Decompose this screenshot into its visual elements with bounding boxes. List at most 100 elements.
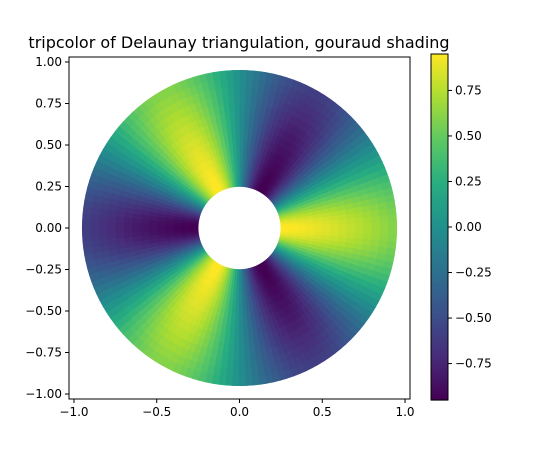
mesh-cell xyxy=(239,152,244,162)
colorbar-ticks: 0.75 0.50 0.25 0.00 −0.25 −0.50 −0.75 xyxy=(448,83,492,371)
colorbar-strip xyxy=(431,267,448,271)
colorbar-strip xyxy=(431,183,448,188)
chart-title: tripcolor of Delaunay triangulation, gou… xyxy=(28,33,449,52)
mesh-cell xyxy=(362,233,373,240)
colorbar-strip xyxy=(431,62,448,67)
mesh-cell xyxy=(329,231,340,238)
mesh-cell xyxy=(234,128,240,138)
colorbar-strip xyxy=(431,117,448,121)
colorbar-strip xyxy=(431,276,448,280)
colorbar-strip xyxy=(431,140,448,144)
mesh-cell xyxy=(229,326,236,337)
mesh-cell xyxy=(189,225,199,229)
mesh-cell xyxy=(244,103,251,113)
mesh-cell xyxy=(123,222,133,229)
colorbar-strip xyxy=(431,195,448,199)
mesh-cell xyxy=(239,352,246,362)
colorbar-strip xyxy=(431,192,448,196)
colorbar-strip xyxy=(431,175,448,179)
mesh-cell xyxy=(362,238,372,246)
colorbar-strip xyxy=(431,163,448,168)
mesh-cell xyxy=(98,227,108,235)
mesh-cell xyxy=(330,223,340,229)
mesh-cell xyxy=(164,224,174,229)
mesh-cell xyxy=(354,222,364,229)
mesh-cell xyxy=(239,119,245,129)
mesh-cell xyxy=(139,218,150,225)
mesh-cell xyxy=(239,335,245,345)
mesh-cell xyxy=(233,86,240,96)
colorbar-strip xyxy=(431,56,448,61)
colorbar-strip xyxy=(431,152,448,156)
mesh-cell xyxy=(131,218,141,224)
mesh-cell xyxy=(239,128,245,138)
mesh-cell xyxy=(234,318,240,328)
mesh-cell xyxy=(245,368,253,378)
colorbar-strip xyxy=(431,281,448,286)
colorbar-strip xyxy=(431,371,448,375)
mesh-cell xyxy=(250,87,259,97)
colorbar-strip xyxy=(431,123,448,127)
y-tick-label: 0.75 xyxy=(35,96,62,110)
mesh-cell xyxy=(106,233,117,240)
mesh-cell xyxy=(362,216,373,223)
x-tick-label: 0.0 xyxy=(230,405,249,419)
mesh-cell xyxy=(244,94,252,105)
colorbar-strip xyxy=(431,252,448,257)
mesh-cell xyxy=(243,128,249,138)
colorbar-strip xyxy=(431,241,448,245)
colorbar-strip xyxy=(431,368,448,372)
mesh-cell xyxy=(235,302,240,312)
mesh-cell xyxy=(226,368,234,378)
mesh-cell xyxy=(354,227,364,234)
mesh-cell xyxy=(239,368,247,378)
mesh-cell xyxy=(354,237,364,245)
mesh-cell xyxy=(239,111,245,121)
mesh-cell xyxy=(386,240,397,249)
colorbar-strip xyxy=(431,307,448,312)
mesh-cell xyxy=(237,269,240,279)
colorbar-strip xyxy=(431,85,448,90)
colorbar-strip xyxy=(431,345,448,349)
colorbar-strip xyxy=(431,74,448,78)
colorbar-strip xyxy=(431,348,448,352)
mesh-cell xyxy=(234,119,240,129)
colorbar-strip xyxy=(431,359,448,364)
mesh-cell xyxy=(123,227,133,234)
colorbar-strip xyxy=(431,382,448,387)
colorbar-strip xyxy=(431,235,448,240)
mesh-cell xyxy=(181,225,191,229)
mesh-cell xyxy=(252,70,261,81)
colorbar-strip xyxy=(431,71,448,75)
colorbar-strip xyxy=(431,172,448,176)
mesh-cell xyxy=(379,214,389,223)
colorbar-strip xyxy=(431,79,448,84)
triangulation-mesh xyxy=(81,69,398,387)
colorbar-strip xyxy=(431,65,448,70)
mesh-cell xyxy=(233,103,240,113)
mesh-cell xyxy=(232,376,240,387)
mesh-cell xyxy=(330,227,340,233)
mesh-cell xyxy=(90,208,101,217)
colorbar-tick-label: 0.50 xyxy=(455,129,482,143)
mesh-cell xyxy=(239,94,246,104)
colorbar-tick-label: −0.50 xyxy=(455,311,492,325)
mesh-cell xyxy=(148,223,158,229)
colorbar-strip xyxy=(431,160,448,165)
colorbar-strip xyxy=(431,203,448,208)
mesh-cell xyxy=(227,351,235,362)
mesh-cell xyxy=(233,360,240,370)
mesh-cell xyxy=(90,227,100,235)
mesh-cell xyxy=(236,277,240,287)
x-tick-label: −0.5 xyxy=(142,405,171,419)
mesh-cell xyxy=(387,213,397,222)
colorbar-strip xyxy=(431,108,448,113)
colorbar-strip xyxy=(431,97,448,101)
colorbar-strip xyxy=(431,342,448,346)
mesh-cell xyxy=(239,376,247,387)
y-tick-label: −0.25 xyxy=(25,263,62,277)
colorbar-strip xyxy=(431,77,448,81)
mesh-cell xyxy=(90,214,100,223)
colorbar-strip xyxy=(431,103,448,107)
colorbar-strip xyxy=(431,273,448,277)
